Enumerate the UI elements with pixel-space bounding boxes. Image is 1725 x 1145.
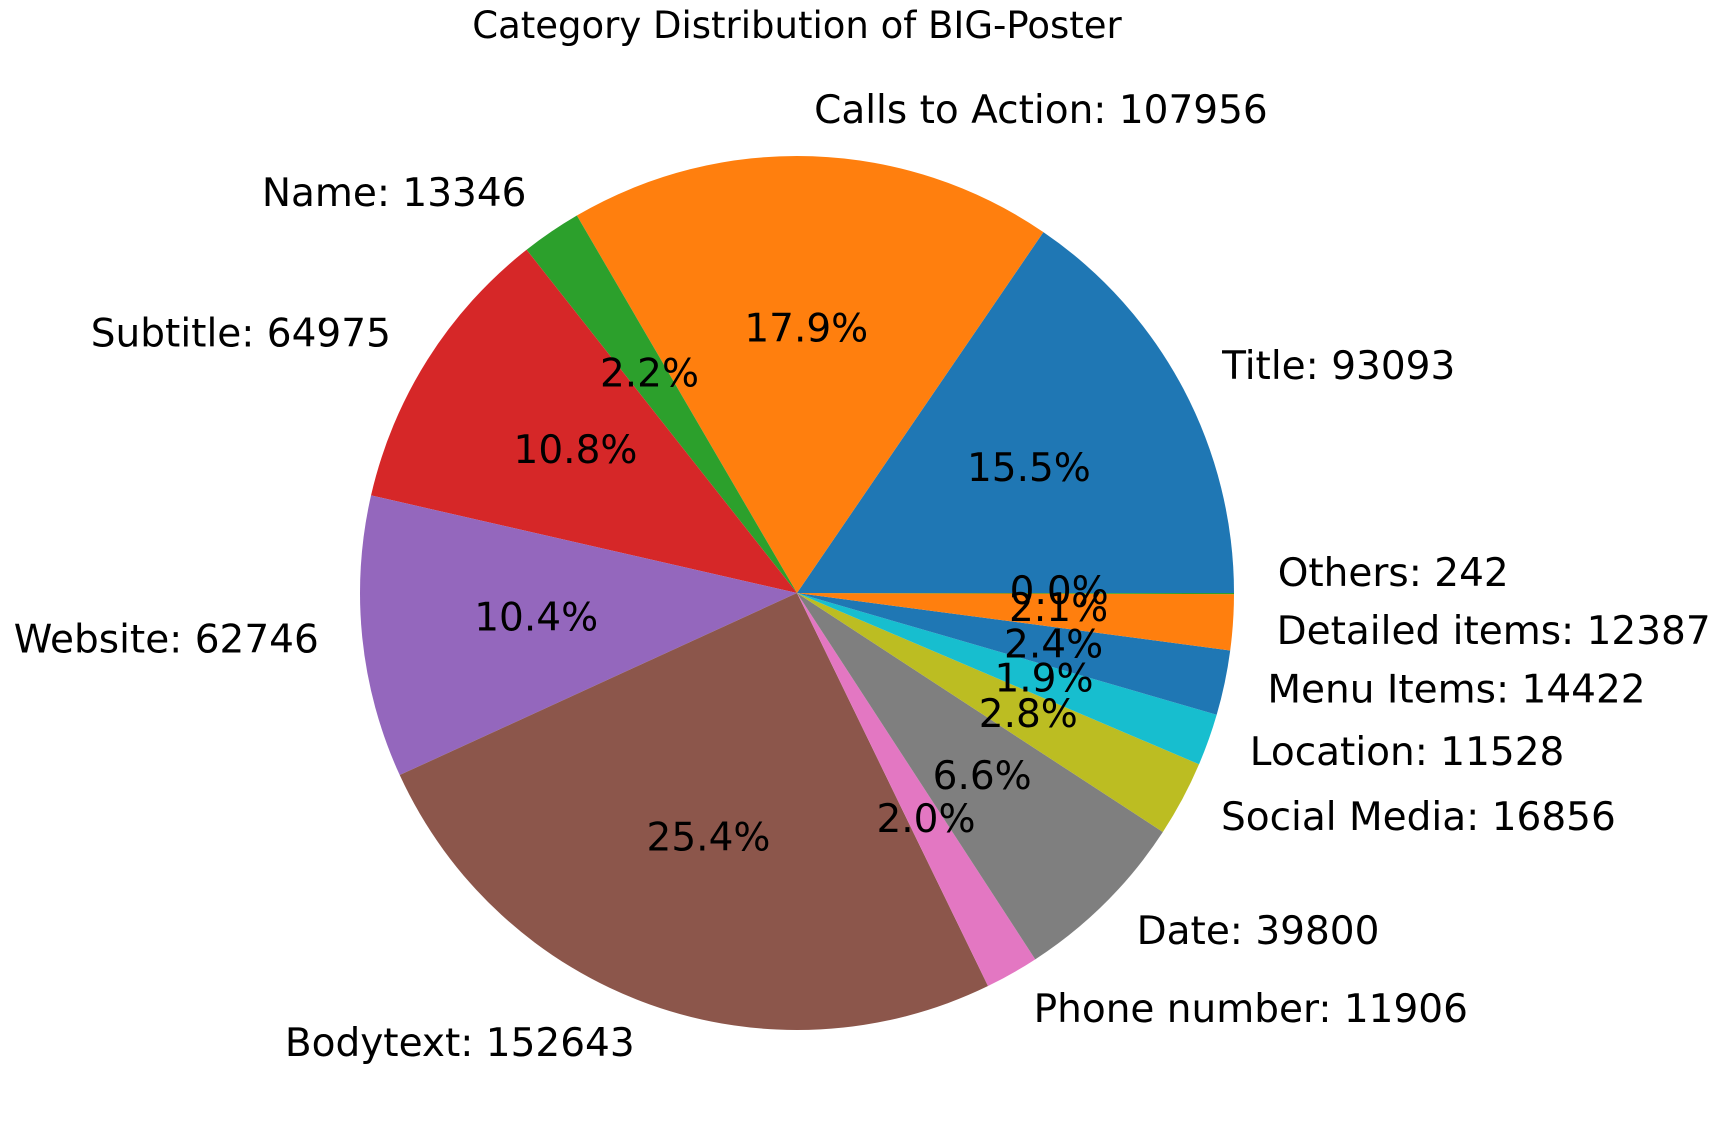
slice-percent-detailed-items: 2.1% bbox=[1009, 586, 1108, 631]
pie-percent-labels: 15.5% 17.9% 2.2% 10.8% 10.4% 25.4% 2.0%6.6% 2.8… bbox=[474, 307, 1108, 861]
slice-percent-bodytext: 25.4% bbox=[647, 815, 771, 860]
slice-percent-calls-to-action: 17.9% bbox=[744, 307, 868, 352]
pie-slice-detailed-items bbox=[797, 593, 1234, 651]
slice-label-name: Name: 13346 bbox=[262, 171, 527, 216]
pie-slice-social-media bbox=[797, 593, 1200, 832]
slice-percent-menu-items: 2.4% bbox=[1004, 622, 1103, 667]
pie-slice-name bbox=[526, 215, 797, 593]
slice-label-location: Location: 11528 bbox=[1250, 730, 1565, 775]
slice-percent-phone-number: 2.0% bbox=[876, 797, 975, 842]
slice-percent-title: 15.5% bbox=[967, 446, 1091, 491]
slice-label-phone-number: Phone number: 11906 bbox=[1034, 987, 1468, 1032]
slice-percent-website: 10.4% bbox=[474, 595, 598, 640]
slice-label-calls-to-action: Calls to Action: 107956 bbox=[814, 88, 1268, 133]
pie-slice-others bbox=[797, 593, 1235, 595]
slice-percent-social-media: 2.8% bbox=[979, 692, 1078, 737]
pie-slice-bodytext bbox=[399, 593, 989, 1031]
slice-label-social-media: Social Media: 16856 bbox=[1221, 795, 1616, 840]
slice-percent-location: 1.9% bbox=[994, 657, 1093, 702]
slice-percent-date: 6.6% bbox=[933, 754, 1032, 799]
pie-slice-calls-to-action bbox=[576, 155, 1044, 594]
slice-label-title: Title: 93093 bbox=[1221, 344, 1455, 389]
slice-label-subtitle: Subtitle: 64975 bbox=[91, 311, 391, 356]
pie-slice-subtitle bbox=[371, 249, 797, 594]
slice-label-date: Date: 39800 bbox=[1137, 909, 1380, 954]
slice-label-bodytext: Bodytext: 152643 bbox=[285, 1021, 635, 1066]
slice-label-detailed-items: Detailed items: 12387 bbox=[1277, 609, 1711, 654]
chart-title: Category Distribution of BIG-Poster bbox=[472, 4, 1122, 47]
slice-percent-name: 2.2% bbox=[600, 352, 699, 397]
slice-percent-subtitle: 10.8% bbox=[514, 428, 638, 473]
pie-slice-phone-number bbox=[797, 593, 1036, 987]
pie-slices bbox=[359, 155, 1235, 1031]
pie-slice-website bbox=[359, 495, 797, 776]
pie-slice-title bbox=[797, 232, 1234, 593]
slice-label-others: Others: 242 bbox=[1278, 551, 1509, 596]
pie-slice-date bbox=[797, 593, 1163, 960]
pie-slice-menu-items bbox=[797, 593, 1231, 715]
slice-percent-others: 0.0% bbox=[1010, 569, 1109, 614]
pie-slice-location bbox=[797, 593, 1217, 765]
pie-outer-labels: Title: 93093 Calls to Action: 107956 Name:… bbox=[14, 88, 1711, 1066]
slice-label-menu-items: Menu Items: 14422 bbox=[1267, 667, 1645, 712]
slice-label-website: Website: 62746 bbox=[14, 618, 319, 663]
